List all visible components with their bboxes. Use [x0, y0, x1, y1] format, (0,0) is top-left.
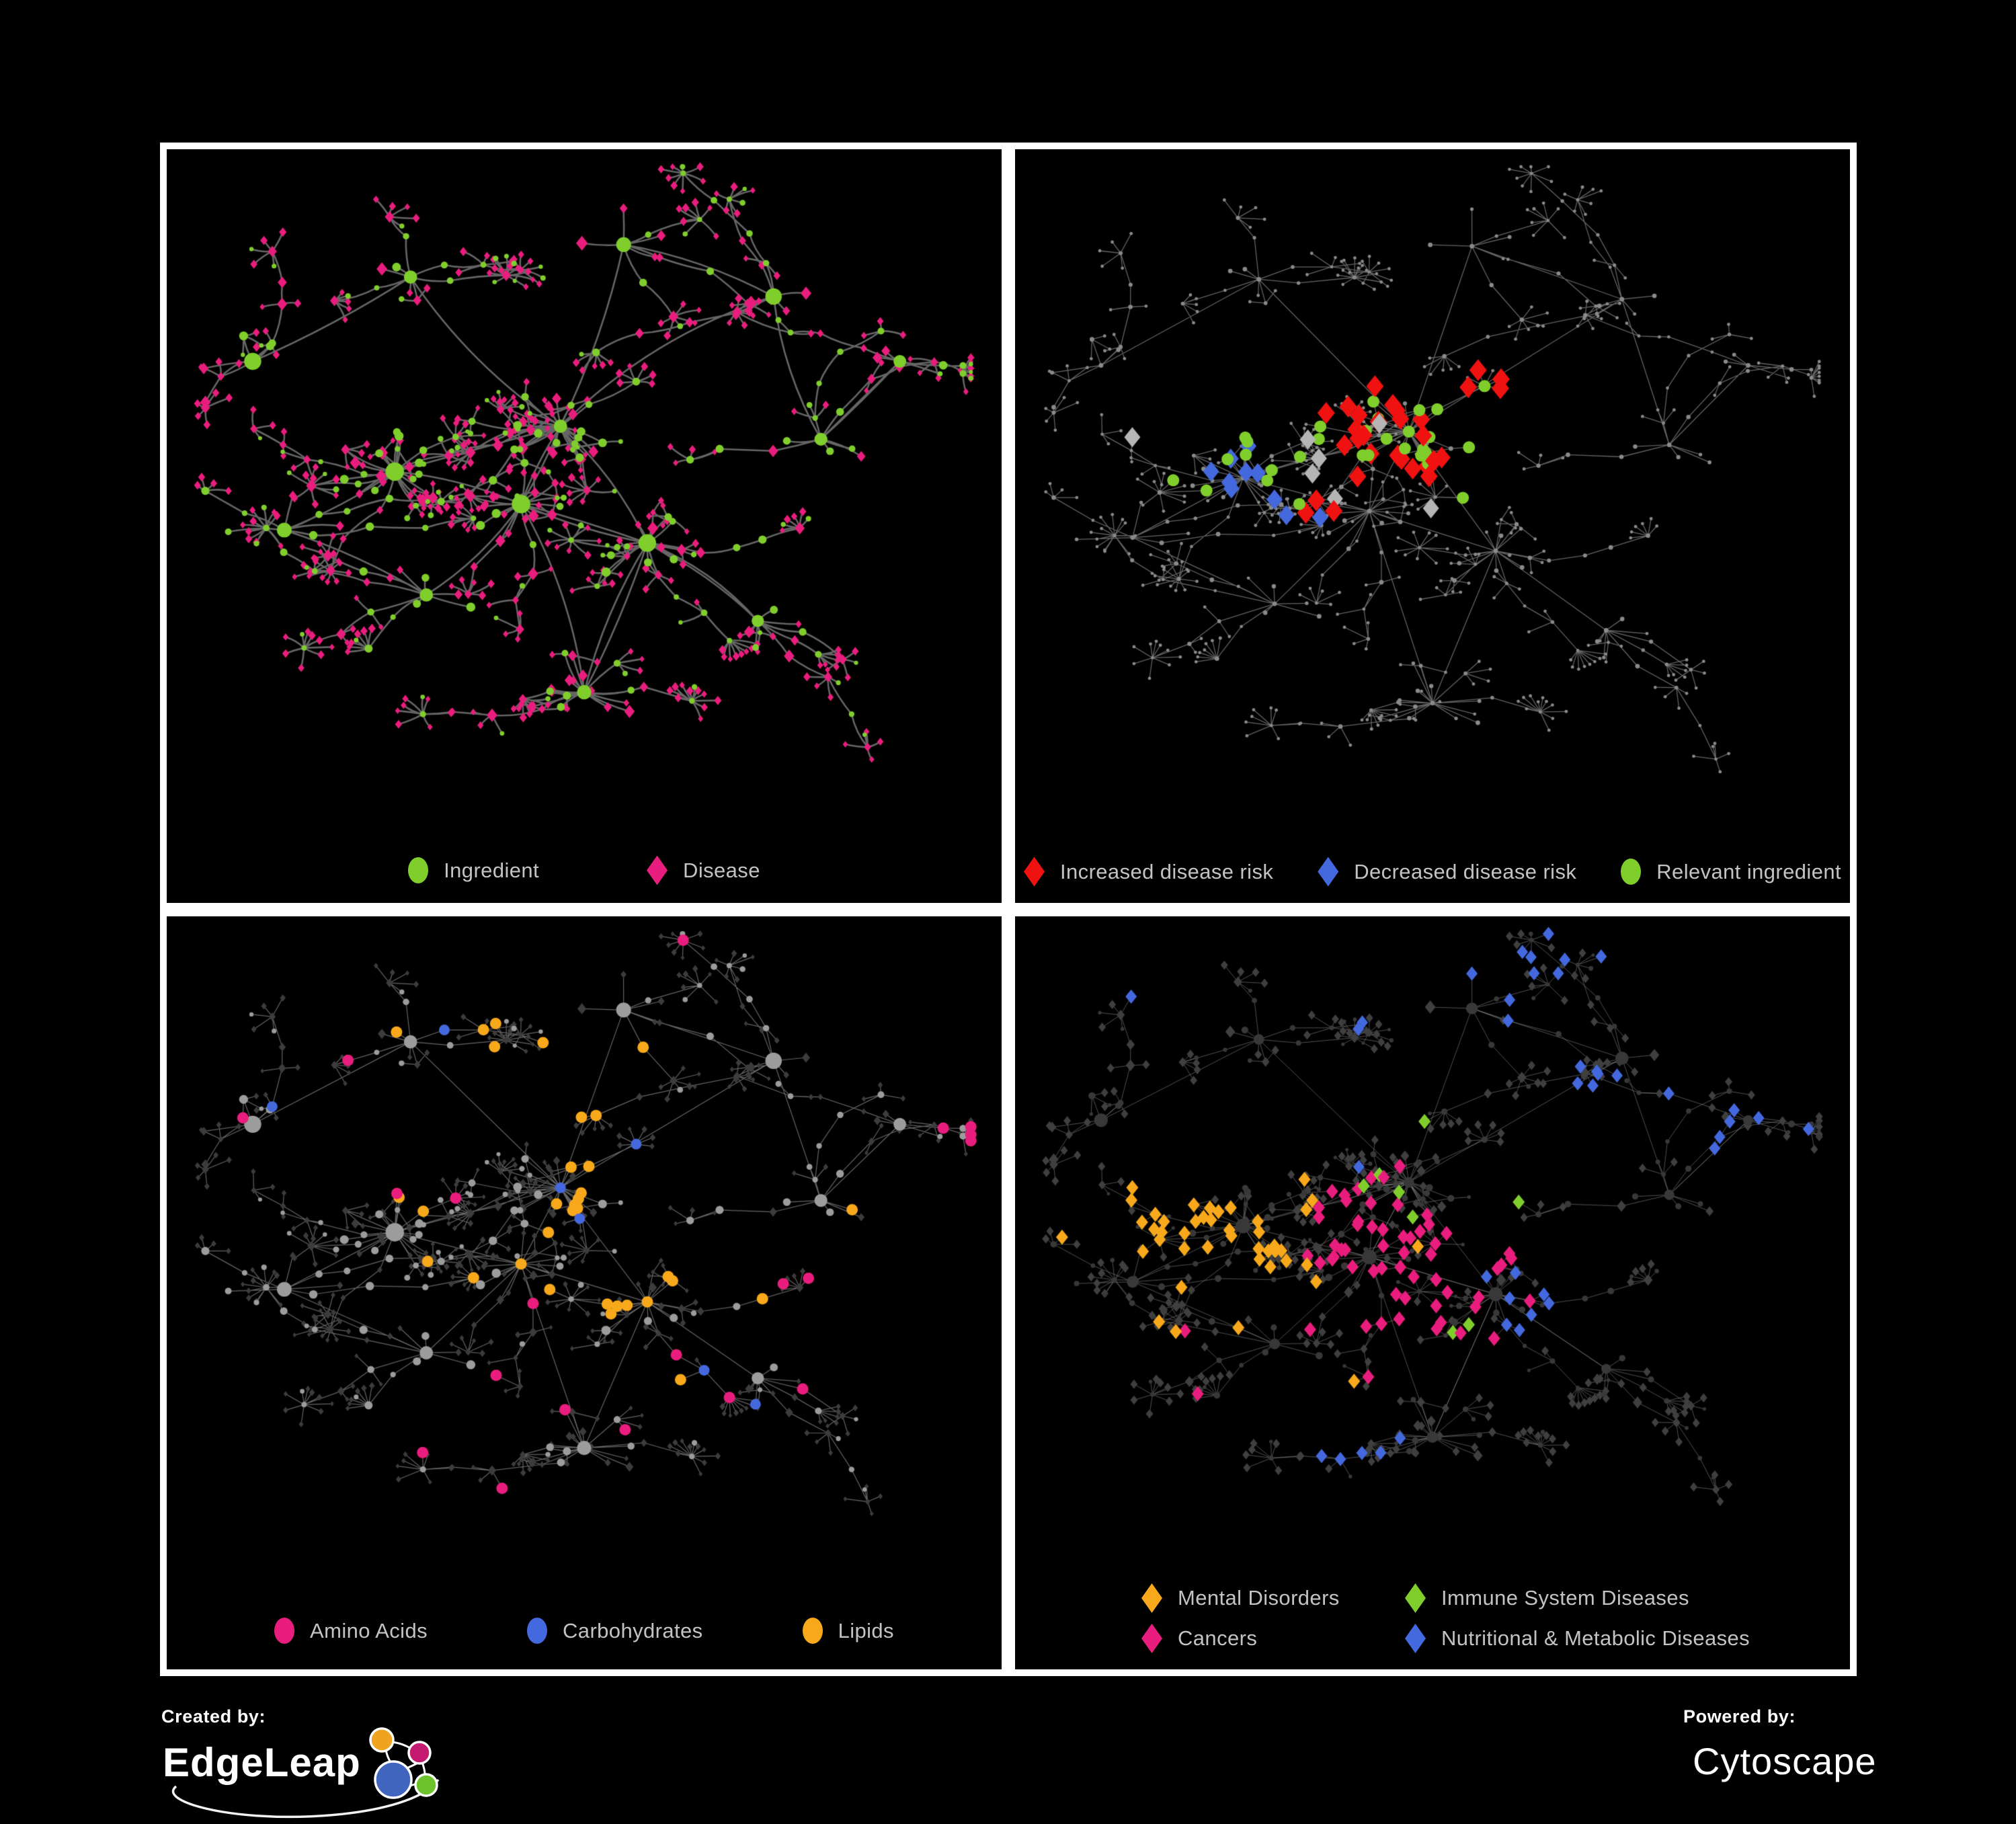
legend-label: Lipids — [838, 1618, 894, 1642]
legend-label: Mental Disorders — [1178, 1586, 1340, 1610]
legend-label: Increased disease risk — [1060, 859, 1274, 883]
legend-label: Nutritional & Metabolic Diseases — [1441, 1626, 1750, 1650]
legend-label: Cancers — [1178, 1626, 1258, 1650]
legend-item: Cancers — [1141, 1624, 1405, 1653]
ingredient-disease-legend: Ingredient Disease — [167, 855, 1002, 885]
legend-item: Immune System Diseases — [1405, 1583, 1750, 1613]
panel-nutrient-classes: Amino Acids Carbohydrates Lipids — [160, 909, 1008, 1676]
panel-disease-classes: Mental Disorders Immune System Diseases … — [1008, 909, 1857, 1676]
relevant-ingredient-circle-icon — [1621, 859, 1642, 885]
legend-item: Ingredient — [408, 857, 539, 883]
disease-class-legend: Mental Disorders Immune System Diseases … — [1141, 1583, 1750, 1653]
ingredient-disease-network-canvas — [167, 149, 1002, 903]
immune-diseases-diamond-icon — [1405, 1583, 1426, 1613]
nutrient-class-legend: Amino Acids Carbohydrates Lipids — [167, 1618, 1002, 1644]
lipids-circle-icon — [802, 1618, 823, 1644]
increased-risk-diamond-icon — [1024, 857, 1045, 887]
legend-label: Immune System Diseases — [1441, 1586, 1689, 1610]
cytoscape-brand-row: Cytoscape — [1683, 1729, 1876, 1793]
disease-class-network-canvas — [1015, 916, 1850, 1669]
legend-item: Relevant ingredient — [1621, 859, 1841, 885]
legend-item: Nutritional & Metabolic Diseases — [1405, 1624, 1750, 1653]
ingredient-circle-icon — [408, 857, 429, 883]
disease-diamond-icon — [647, 855, 668, 885]
nutrient-class-network-canvas — [167, 916, 1002, 1669]
legend-item: Decreased disease risk — [1318, 857, 1576, 887]
edgeleap-logo-icon — [171, 1727, 440, 1819]
legend-label: Ingredient — [444, 858, 540, 882]
disease-risk-legend: Increased disease risk Decreased disease… — [1015, 857, 1850, 887]
legend-item: Disease — [647, 855, 760, 885]
legend-label: Relevant ingredient — [1656, 859, 1841, 883]
cytoscape-credit: Powered by: Cytoscape — [1683, 1706, 1876, 1793]
legend-label: Carbohydrates — [563, 1618, 703, 1642]
edgeleap-brand-row: EdgeLeap — [161, 1727, 477, 1819]
created-by-label: Created by: — [161, 1706, 266, 1727]
panel-ingredient-disease: Ingredient Disease — [160, 143, 1008, 910]
amino-acids-circle-icon — [274, 1618, 295, 1644]
decreased-risk-diamond-icon — [1318, 857, 1339, 887]
legend-item: Mental Disorders — [1141, 1583, 1405, 1613]
panel-disease-risk: Increased disease risk Decreased disease… — [1008, 143, 1857, 910]
mental-disorders-diamond-icon — [1141, 1583, 1162, 1613]
disease-risk-network-canvas — [1015, 149, 1850, 903]
figure-board: Ingredient Disease Increased disease ris… — [160, 143, 1857, 1676]
edgeleap-wordmark: EdgeLeap — [163, 1740, 361, 1785]
cytoscape-wordmark: Cytoscape — [1693, 1739, 1877, 1782]
legend-item: Increased disease risk — [1024, 857, 1273, 887]
legend-item: Carbohydrates — [527, 1618, 703, 1644]
nutritional-metabolic-diamond-icon — [1405, 1624, 1426, 1653]
cancers-diamond-icon — [1141, 1624, 1162, 1653]
carbohydrates-circle-icon — [527, 1618, 548, 1644]
legend-label: Decreased disease risk — [1354, 859, 1577, 883]
legend-label: Amino Acids — [310, 1618, 428, 1642]
legend-label: Disease — [683, 858, 760, 882]
legend-item: Amino Acids — [274, 1618, 428, 1644]
edgeleap-credit: Created by: EdgeLeap — [161, 1706, 477, 1819]
legend-item: Lipids — [802, 1618, 894, 1644]
powered-by-label: Powered by: — [1683, 1706, 1796, 1727]
